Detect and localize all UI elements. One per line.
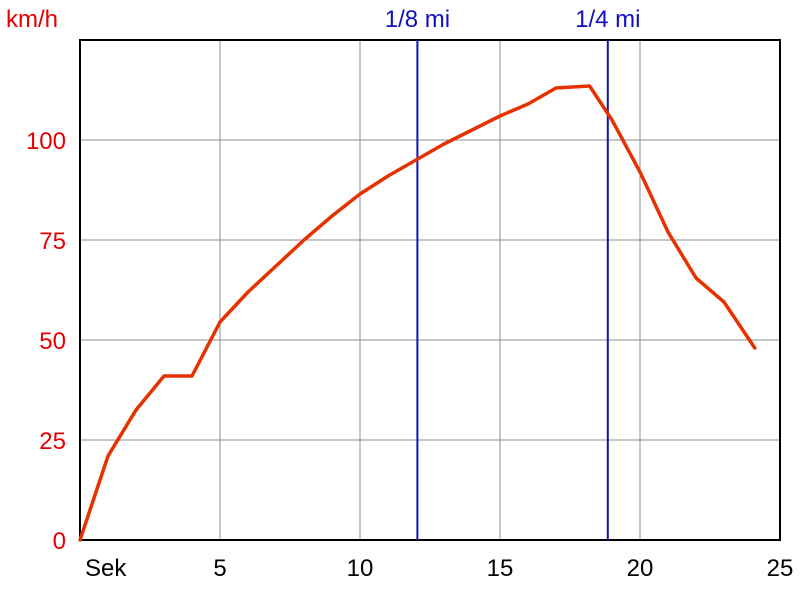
marker-label: 1/8 mi bbox=[385, 6, 450, 33]
distance-markers: 1/8 mi 1/4 mi bbox=[385, 6, 640, 540]
y-tick-label: 50 bbox=[39, 328, 66, 355]
speed-series-line bbox=[78, 84, 757, 542]
y-tick-label: 75 bbox=[39, 228, 66, 255]
plot-frame bbox=[79, 39, 781, 541]
x-tick-label: 15 bbox=[487, 555, 514, 582]
x-tick-label: 20 bbox=[627, 555, 654, 582]
x-tick-label: 10 bbox=[347, 555, 374, 582]
grid-lines bbox=[80, 40, 780, 540]
y-tick-labels: 0 25 50 75 100 bbox=[26, 128, 66, 555]
x-axis-label: Sek bbox=[85, 555, 127, 582]
x-tick-labels: 5 10 15 20 25 bbox=[213, 555, 793, 582]
y-tick-label: 0 bbox=[53, 528, 66, 555]
marker-label: 1/4 mi bbox=[575, 6, 640, 33]
y-tick-label: 100 bbox=[26, 128, 66, 155]
x-tick-label: 25 bbox=[767, 555, 794, 582]
y-tick-label: 25 bbox=[39, 428, 66, 455]
x-tick-label: 5 bbox=[213, 555, 226, 582]
y-axis-label: km/h bbox=[6, 6, 58, 33]
